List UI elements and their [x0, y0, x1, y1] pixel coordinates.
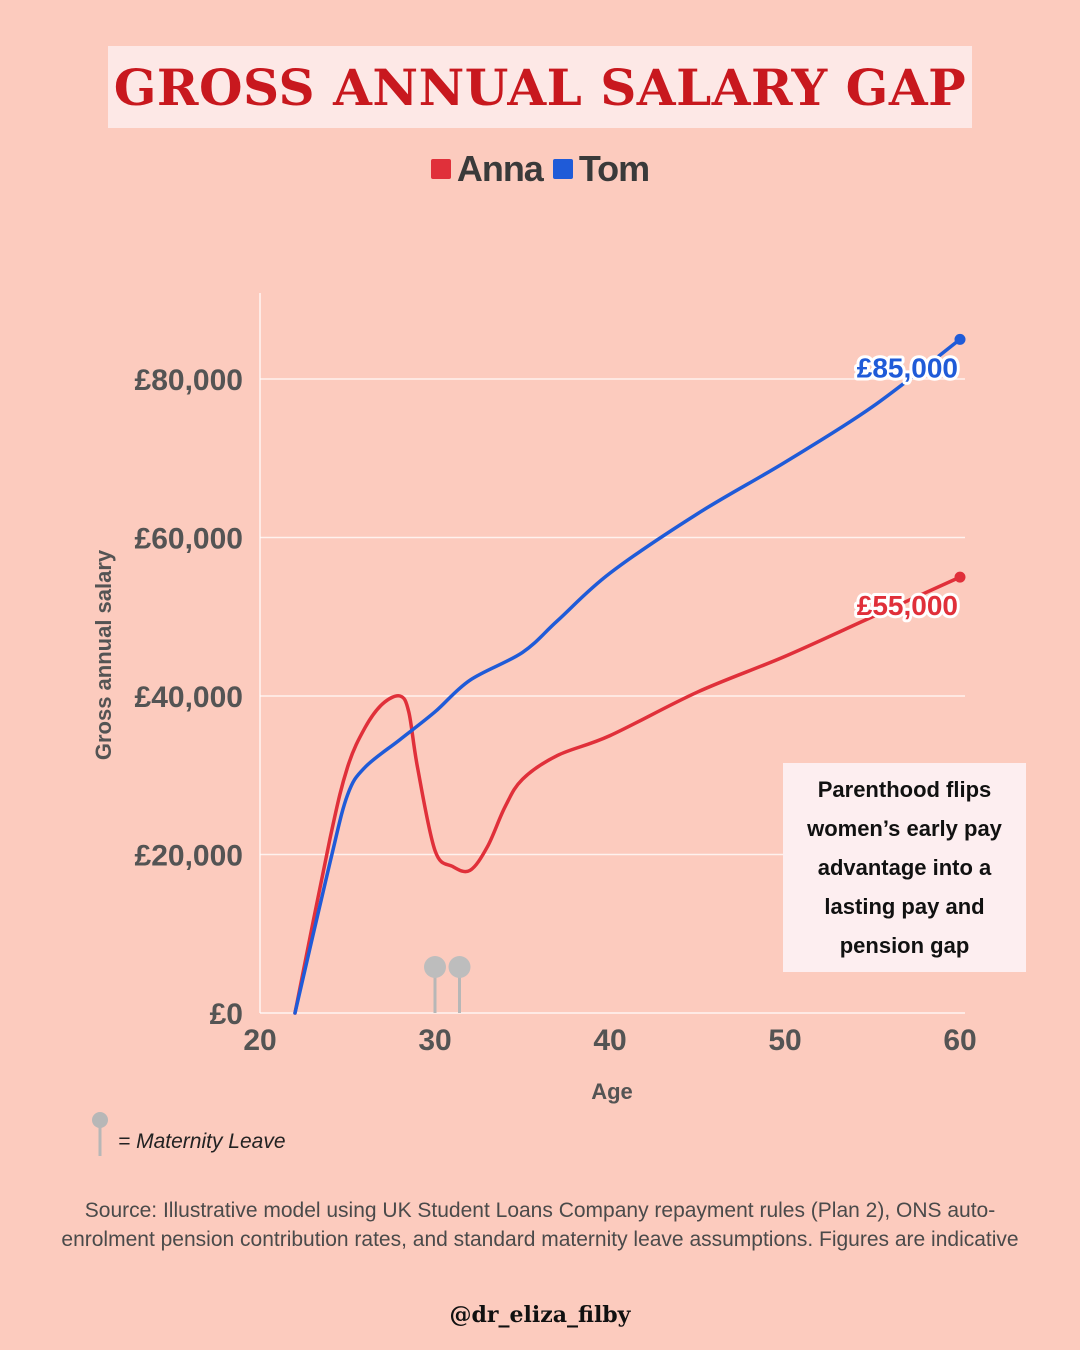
legend-label-tom: Tom	[578, 148, 650, 189]
end-label-tom: £85,000	[857, 352, 958, 383]
maternity-marker	[424, 956, 446, 978]
chart-title: GROSS ANNUAL SALARY GAP	[113, 57, 967, 117]
legend-swatch-tom	[552, 159, 573, 179]
x-tick-labels: 20 30 40 50 60	[243, 1024, 976, 1057]
x-axis-title: Age	[591, 1079, 633, 1104]
legend-item-tom: Tom	[552, 148, 650, 190]
series-endpoint-tom	[954, 333, 966, 345]
maternity-markers	[424, 956, 471, 1013]
title-box: GROSS ANNUAL SALARY GAP	[108, 46, 972, 128]
annotation-box: Parenthood flips women’s early pay advan…	[783, 763, 1026, 972]
end-labels: £55,000 £85,000	[854, 349, 961, 624]
source-note: Source: Illustrative model using UK Stud…	[61, 1199, 1019, 1251]
legend-swatch-anna	[430, 159, 451, 179]
author-handle: @dr_eliza_filby	[449, 1302, 631, 1328]
y-tick-label: £40,000	[135, 681, 243, 714]
legend-label-anna: Anna	[456, 148, 544, 189]
maternity-legend-text: = Maternity Leave	[118, 1130, 286, 1153]
series-line-tom	[293, 337, 962, 1015]
x-tick-label: 30	[418, 1024, 451, 1057]
legend-item-anna: Anna	[430, 148, 544, 190]
y-axis-title: Gross annual salary	[91, 549, 116, 760]
end-label-anna: £55,000	[857, 590, 958, 621]
legend: Anna Tom	[0, 148, 1080, 190]
y-tick-label: £80,000	[135, 364, 243, 397]
x-tick-label: 60	[943, 1024, 976, 1057]
maternity-marker	[448, 956, 471, 978]
maternity-legend: = Maternity Leave	[90, 1108, 286, 1158]
series-line-anna	[293, 575, 962, 1015]
y-tick-label: £20,000	[135, 840, 243, 873]
series-lines	[293, 333, 966, 1015]
y-tick-labels: £0 £20,000 £40,000 £60,000 £80,000	[135, 364, 243, 1031]
maternity-pin-icon	[92, 1112, 108, 1156]
x-tick-label: 20	[243, 1024, 276, 1057]
series-endpoint-anna	[954, 571, 966, 583]
y-tick-label: £0	[210, 998, 243, 1031]
y-tick-label: £60,000	[135, 523, 243, 556]
x-tick-label: 40	[593, 1024, 626, 1057]
x-tick-label: 50	[768, 1024, 801, 1057]
